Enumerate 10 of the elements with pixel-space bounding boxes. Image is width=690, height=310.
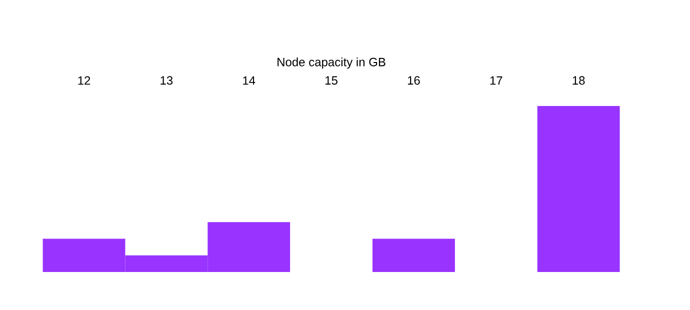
chart-title: Node capacity in GB [278, 57, 386, 69]
x-tick-label: 13 [160, 76, 173, 85]
bar [537, 106, 620, 272]
x-tick-label: 15 [326, 76, 338, 85]
x-tick-label: 17 [490, 76, 502, 85]
bar [372, 238, 455, 272]
x-tick-label: 16 [408, 76, 420, 85]
x-tick-label: 14 [243, 76, 256, 85]
x-tick-label: 12 [78, 76, 90, 85]
x-tick-label: 18 [572, 76, 585, 85]
